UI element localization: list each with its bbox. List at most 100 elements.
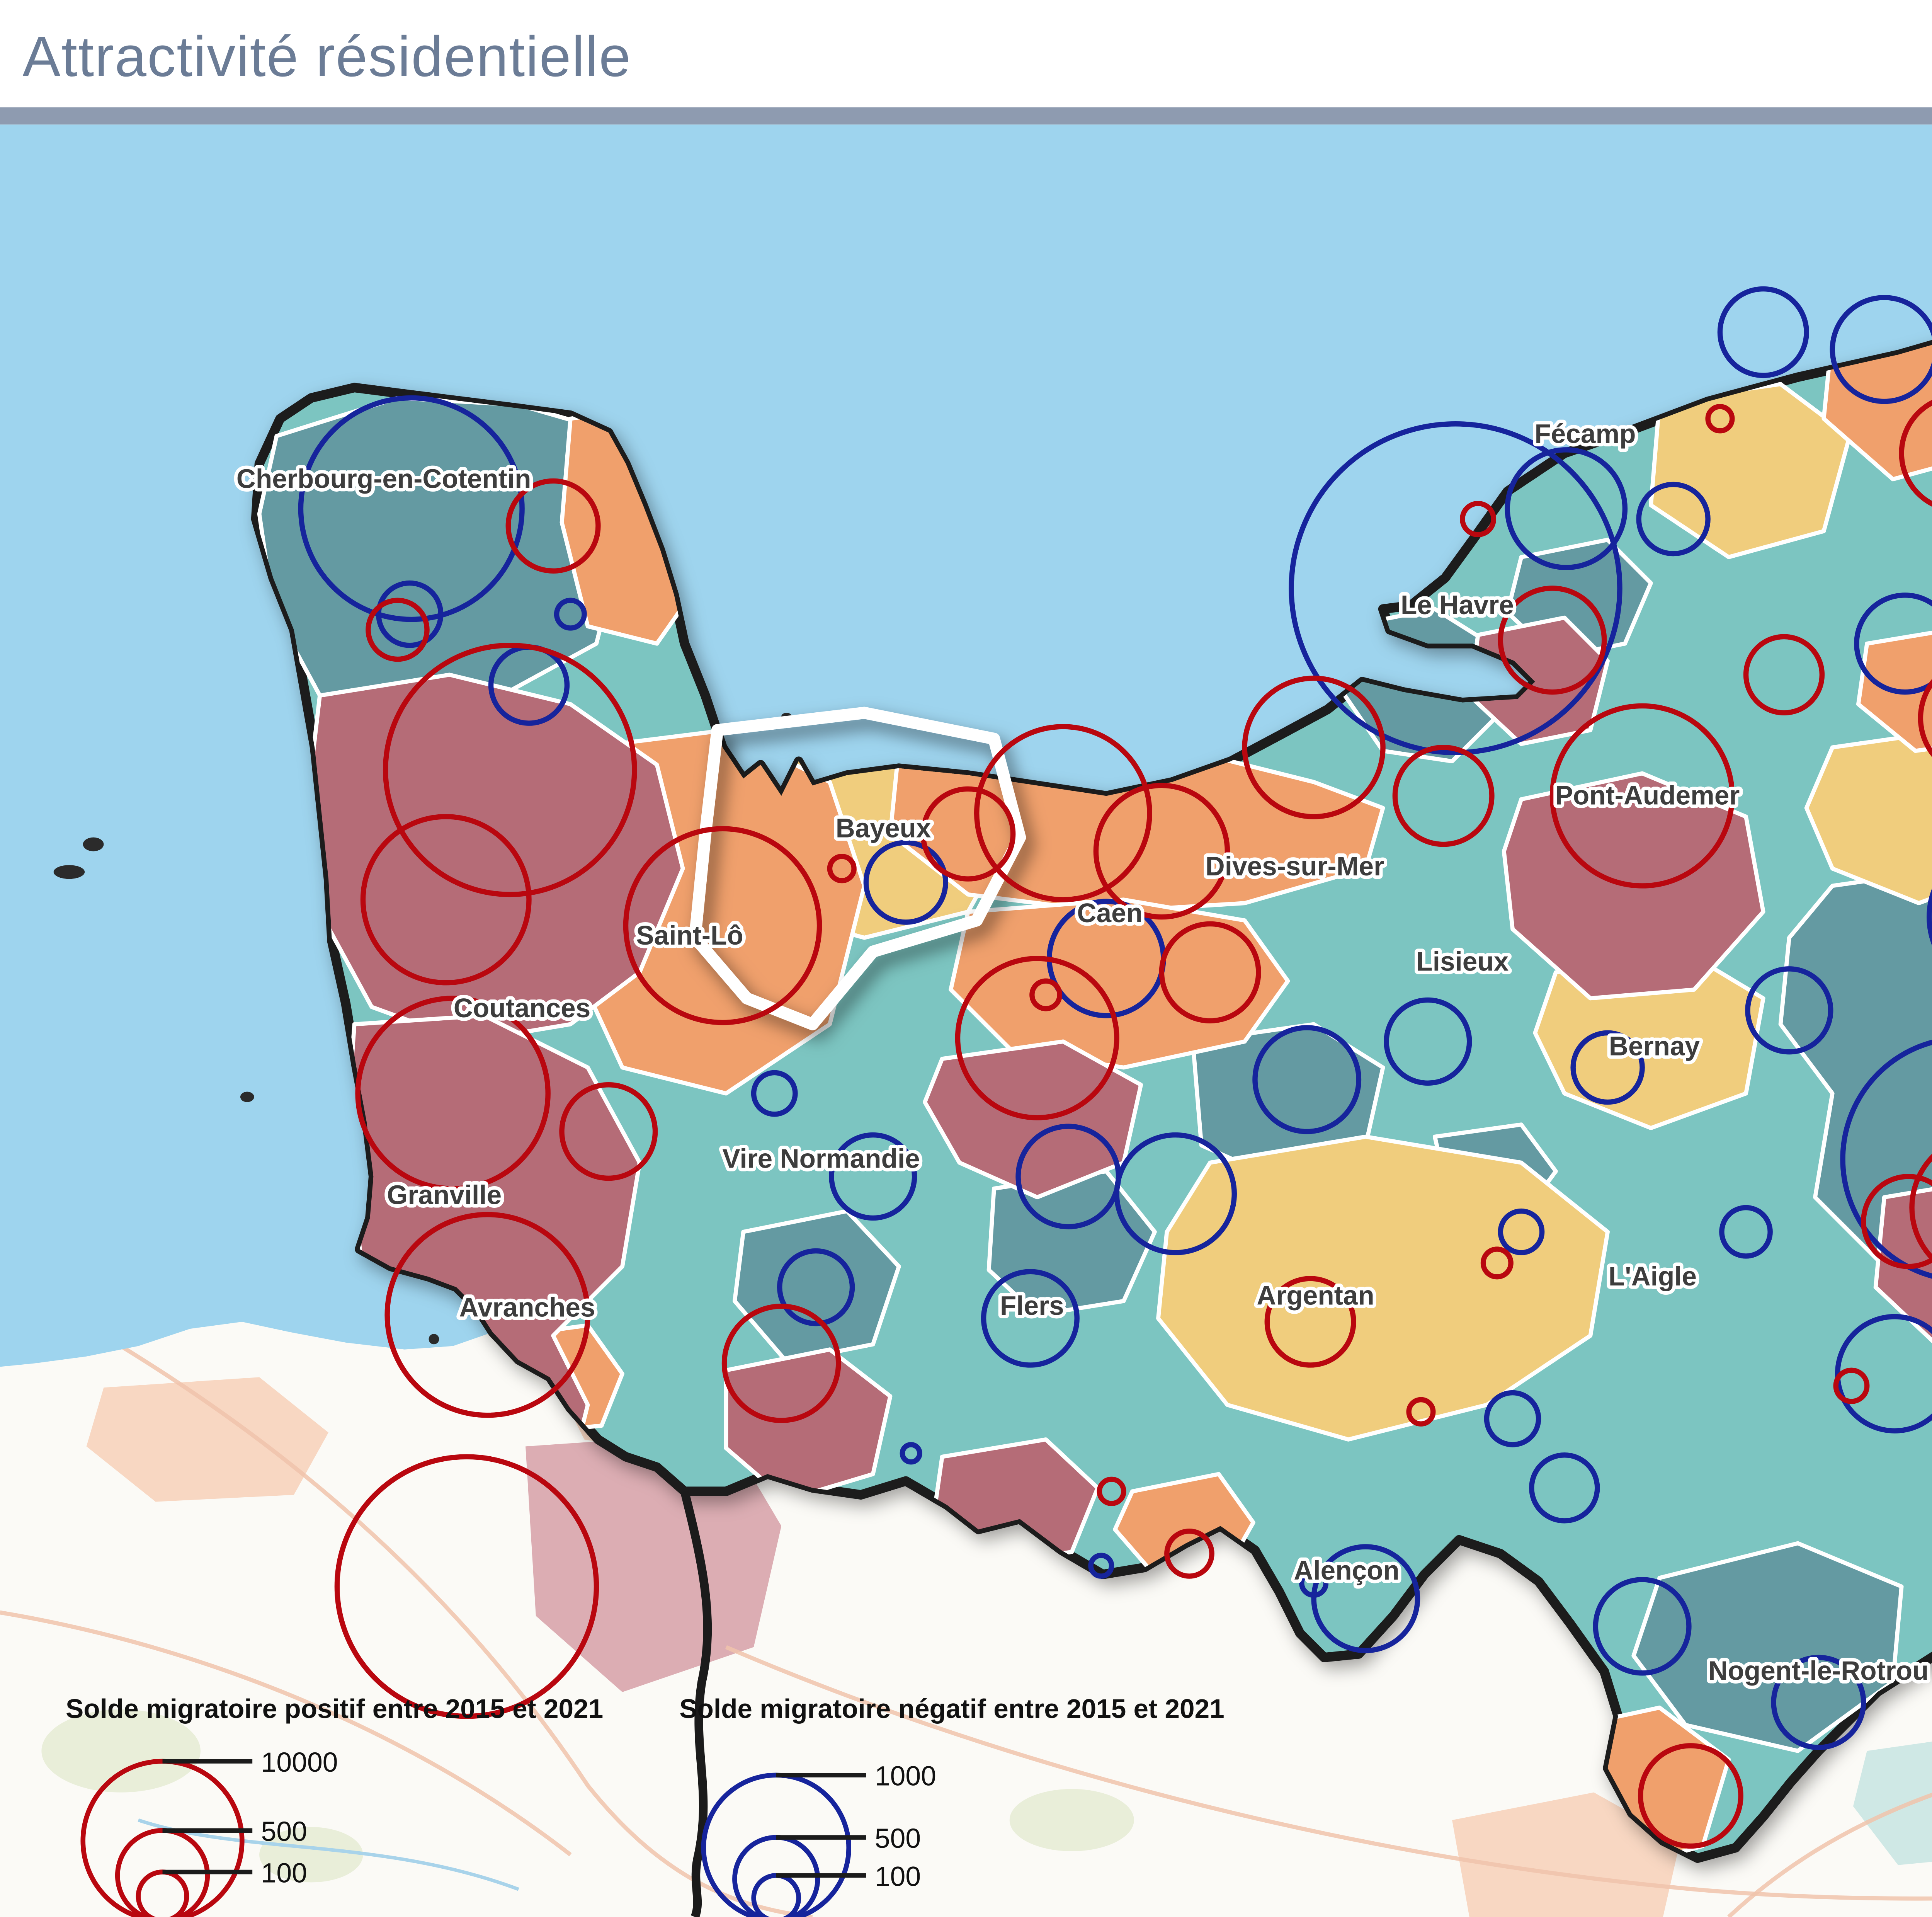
positive-migration-circle (721, 1304, 841, 1423)
positive-migration-circle (1029, 978, 1063, 1011)
positive-migration-circle (1406, 1397, 1436, 1427)
negative-migration-circle (1636, 482, 1711, 557)
legend-positive-title: Solde migratoire positif entre 2015 et 2… (66, 1695, 604, 1725)
positive-migration-circle (1480, 1246, 1514, 1280)
positive-migration-circle (360, 814, 532, 986)
scot-bessin-outline (689, 707, 1026, 1030)
positive-migration-circle (1638, 1743, 1743, 1849)
negative-migration-circle (1015, 1124, 1121, 1229)
city-label: Caen (1077, 898, 1143, 928)
positive-migration-circle (1918, 679, 1932, 757)
positive-migration-circle (383, 643, 637, 897)
city-label: Pont-Audemer (1555, 780, 1740, 810)
negative-migration-circle (1384, 997, 1472, 1086)
city-label: Saint-Lô (636, 920, 743, 950)
boundary-lines (680, 1490, 712, 1917)
negative-migration-circle (777, 1248, 855, 1326)
positive-migration-circle (827, 854, 857, 884)
size-legend-value: 100 (875, 1861, 921, 1892)
negative-migration-circle (1593, 1577, 1692, 1676)
size-legend-circle (751, 1873, 801, 1917)
city-label: Argentan (1257, 1280, 1374, 1310)
positive-migration-circle (1549, 703, 1735, 889)
city-label: Alençon (1294, 1555, 1400, 1585)
positive-migration-circle (1861, 1174, 1932, 1269)
positive-size-scale: 10000 500 100 (80, 1747, 338, 1917)
positive-migration-circle (1093, 783, 1230, 920)
city-label: Coutances (454, 993, 590, 1023)
negative-migration-circle (1745, 966, 1833, 1055)
positive-migration-circle (1159, 921, 1261, 1023)
positive-migration-circle (1498, 586, 1607, 695)
negative-migration-circle (1505, 447, 1628, 570)
negative-migration-circle (900, 1442, 922, 1465)
positive-migration-circle (623, 826, 822, 1025)
size-legend-value: 100 (261, 1857, 307, 1888)
negative-migration-circle (1835, 1314, 1932, 1433)
positive-migration-circle (505, 478, 601, 574)
negative-migration-circle (751, 1070, 798, 1117)
city-label: Avranches (459, 1292, 595, 1323)
negative-migration-circle (1311, 1544, 1420, 1653)
positive-migration-circle (1097, 1476, 1126, 1506)
negative-migration-circle (829, 1132, 917, 1221)
city-label: Bernay (1609, 1031, 1700, 1061)
city-label: Dives-sur-Mer (1206, 851, 1384, 881)
size-legend-circle (701, 1772, 851, 1917)
positive-migration-circle (1460, 501, 1497, 537)
negative-migration-circle (1771, 1655, 1866, 1750)
negative-migration-circle (1252, 1025, 1362, 1134)
city-label: Fécamp (1534, 419, 1636, 449)
legend-negative-title: Solde migratoire négatif entre 2015 et 2… (679, 1695, 1225, 1725)
negative-migration-circle (376, 580, 444, 648)
city-label: Bayeux (836, 813, 931, 843)
negative-size-scale: 1000 500 100 (701, 1761, 936, 1917)
size-legend-value: 1000 (875, 1761, 936, 1792)
city-label: Vire Normandie (722, 1144, 920, 1174)
negative-migration-circle (1529, 1452, 1600, 1524)
city-labels-layer: Cherbourg-en-CotentinDieppeFécampLe Havr… (233, 415, 1932, 1689)
positive-migration-circle (1264, 1276, 1356, 1368)
negative-migration-circle (1088, 1553, 1114, 1579)
negative-migration-circle (1289, 421, 1622, 755)
bassins-patchwork (257, 309, 1932, 1858)
negative-migration-circle (1498, 1208, 1545, 1255)
city-label: Cherbourg-en-Cotentin (236, 463, 531, 494)
size-legend-value: 500 (875, 1823, 921, 1854)
negative-migration-circle (1299, 1568, 1329, 1598)
size-legend-value: 10000 (261, 1747, 338, 1778)
city-label: Lisieux (1416, 946, 1509, 976)
normandy-map: Cherbourg-en-CotentinDieppeFécampLe Havr… (0, 124, 1932, 1917)
positive-migration-circle (1909, 1154, 1932, 1262)
negative-migration-circle (863, 840, 948, 925)
negative-migration-circle (1570, 1030, 1645, 1105)
negative-migration-circle (298, 395, 525, 622)
positive-migration-circle (1833, 1367, 1870, 1404)
city-label: Granville (387, 1180, 502, 1210)
negative-migration-circle (1719, 1205, 1773, 1259)
positive-migration-circle (355, 996, 551, 1192)
sea-english-channel (0, 124, 1932, 1367)
positive-migration-circle (920, 786, 1016, 882)
size-legend-circle (80, 1759, 245, 1917)
negative-migration-circle (1840, 1040, 1932, 1279)
negative-migration-circle (1927, 888, 1932, 946)
negative-migration-circle (1830, 295, 1932, 404)
negative-migration-circle (1717, 286, 1809, 378)
negative-migration-circle (1484, 1390, 1541, 1447)
negative-migration-circle (554, 598, 587, 631)
positive-migration-circle (384, 1212, 590, 1418)
positive-migration-circle (1242, 676, 1386, 819)
positive-migration-circle (1164, 1528, 1214, 1579)
map-area: Cherbourg-en-CotentinDieppeFécampLe Havr… (0, 124, 1932, 1917)
city-label: L'Aigle (1609, 1261, 1697, 1291)
city-label: Flers (1000, 1290, 1064, 1321)
negative-migration-circle (1854, 592, 1932, 695)
positive-migration-circle (559, 1082, 658, 1181)
size-legend-value: 500 (261, 1816, 307, 1847)
negative-migration-circle (981, 1269, 1080, 1368)
positive-migration-circle (955, 956, 1119, 1120)
positive-migration-circle (1392, 745, 1495, 847)
legend-negative-circles: Solde migratoire négatif entre 2015 et 2… (679, 1696, 1284, 1917)
